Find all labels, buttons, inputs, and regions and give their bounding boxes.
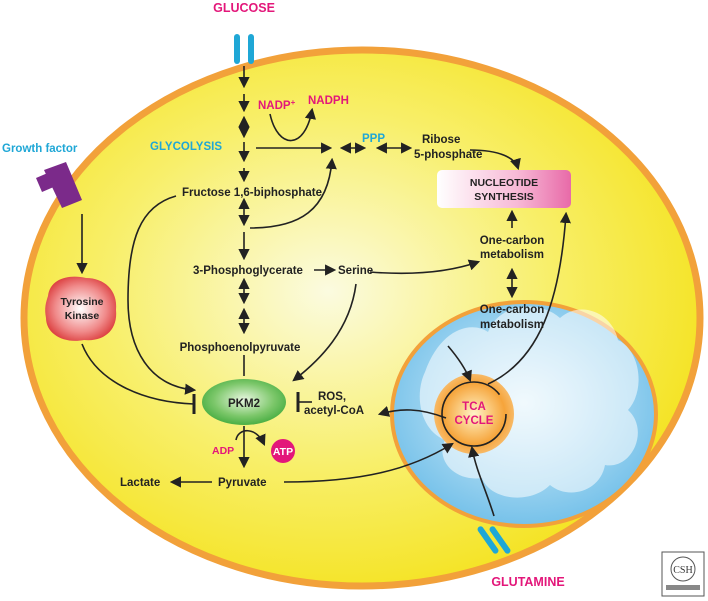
ribose-label-line2: 5-phosphate <box>414 149 482 161</box>
growth-factor-ligand-icon <box>36 172 56 192</box>
growth-factor-receptor-icon <box>44 162 82 208</box>
tyrosine-label-line1: Tyrosine <box>61 296 104 308</box>
atp-badge <box>271 439 295 463</box>
tyrosine-label-line2: Kinase <box>65 310 100 322</box>
nadp-plus-label: NADP+ <box>258 98 296 112</box>
ribose-label-line1: Ribose <box>422 134 460 146</box>
tca-cycle-glow <box>434 374 514 454</box>
nadph-label: NADPH <box>308 95 349 107</box>
one-carbon-mito-line2: metabolism <box>480 319 544 331</box>
glycolysis-arrows <box>76 66 571 517</box>
glycolysis-label: GLYCOLYSIS <box>150 141 222 153</box>
one-carbon-cyto-line1: One-carbon <box>480 235 545 247</box>
one-carbon-mito-line1: One-carbon <box>480 304 545 316</box>
tca-label-line1: TCA <box>462 401 486 413</box>
nucleotide-label-line2: SYNTHESIS <box>474 191 534 203</box>
growth-factor-label: Growth factor <box>2 143 78 155</box>
nucleotide-label-line1: NUCLEOTIDE <box>470 177 538 189</box>
lactate-label: Lactate <box>120 477 160 489</box>
fructose-label: Fructose 1,6-biphosphate <box>182 187 322 199</box>
nucleotide-synthesis-box <box>437 170 571 208</box>
glutamine-label: GLUTAMINE <box>491 575 564 589</box>
pep-label: Phosphoenolpyruvate <box>180 342 301 354</box>
tyrosine-kinase-blob <box>45 276 117 341</box>
ros-label-line2: acetyl-CoA <box>304 405 364 417</box>
pkm2-label: PKM2 <box>228 398 260 410</box>
glutamine-transporter <box>477 526 499 554</box>
csh-perspectives-logo: CSH <box>661 551 705 597</box>
ros-label-line1: ROS, <box>318 391 346 403</box>
tca-label-line2: CYCLE <box>455 415 494 427</box>
ppp-label: PPP <box>362 133 385 145</box>
glucose-transporter <box>234 34 240 64</box>
svg-text:CSH: CSH <box>673 565 692 576</box>
nadp-plus-text: NADP <box>258 100 291 112</box>
one-carbon-cyto-line2: metabolism <box>480 249 544 261</box>
phosphoglycerate-label: 3-Phosphoglycerate <box>193 265 303 277</box>
adp-label: ADP <box>212 445 234 457</box>
glutamine-transporter-right <box>489 526 511 554</box>
glucose-transporter-right <box>248 34 254 64</box>
inhibition-lines <box>81 343 312 414</box>
serine-label: Serine <box>338 265 373 277</box>
nadp-plus-sup: + <box>291 98 296 107</box>
atp-label: ATP <box>273 446 293 458</box>
glucose-label: GLUCOSE <box>213 1 275 15</box>
pyruvate-label: Pyruvate <box>218 477 267 489</box>
pkm2-enzyme <box>202 379 286 425</box>
